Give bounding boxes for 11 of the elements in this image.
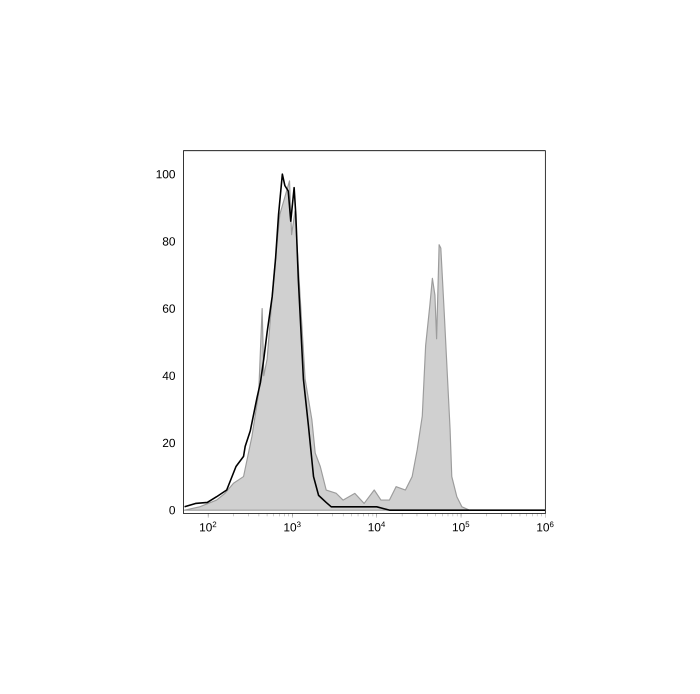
x-tick-label: 10$^{4}$ — [368, 522, 386, 532]
x-tick-label: 10$^{6}$ — [537, 522, 554, 532]
y-tick-label: 60 — [162, 304, 176, 313]
y-tick-label: 20 — [162, 438, 176, 448]
y-tick-label: 0 — [169, 506, 176, 514]
x-tick-label: 10$^{5}$ — [452, 522, 470, 532]
y-tick-label: 80 — [162, 237, 176, 246]
y-tick-label: 40 — [162, 372, 176, 380]
x-tick-label: 10$^{2}$ — [200, 522, 216, 532]
y-tick-label: 100 — [156, 170, 176, 178]
x-tick-label: 10$^{3}$ — [284, 522, 301, 532]
